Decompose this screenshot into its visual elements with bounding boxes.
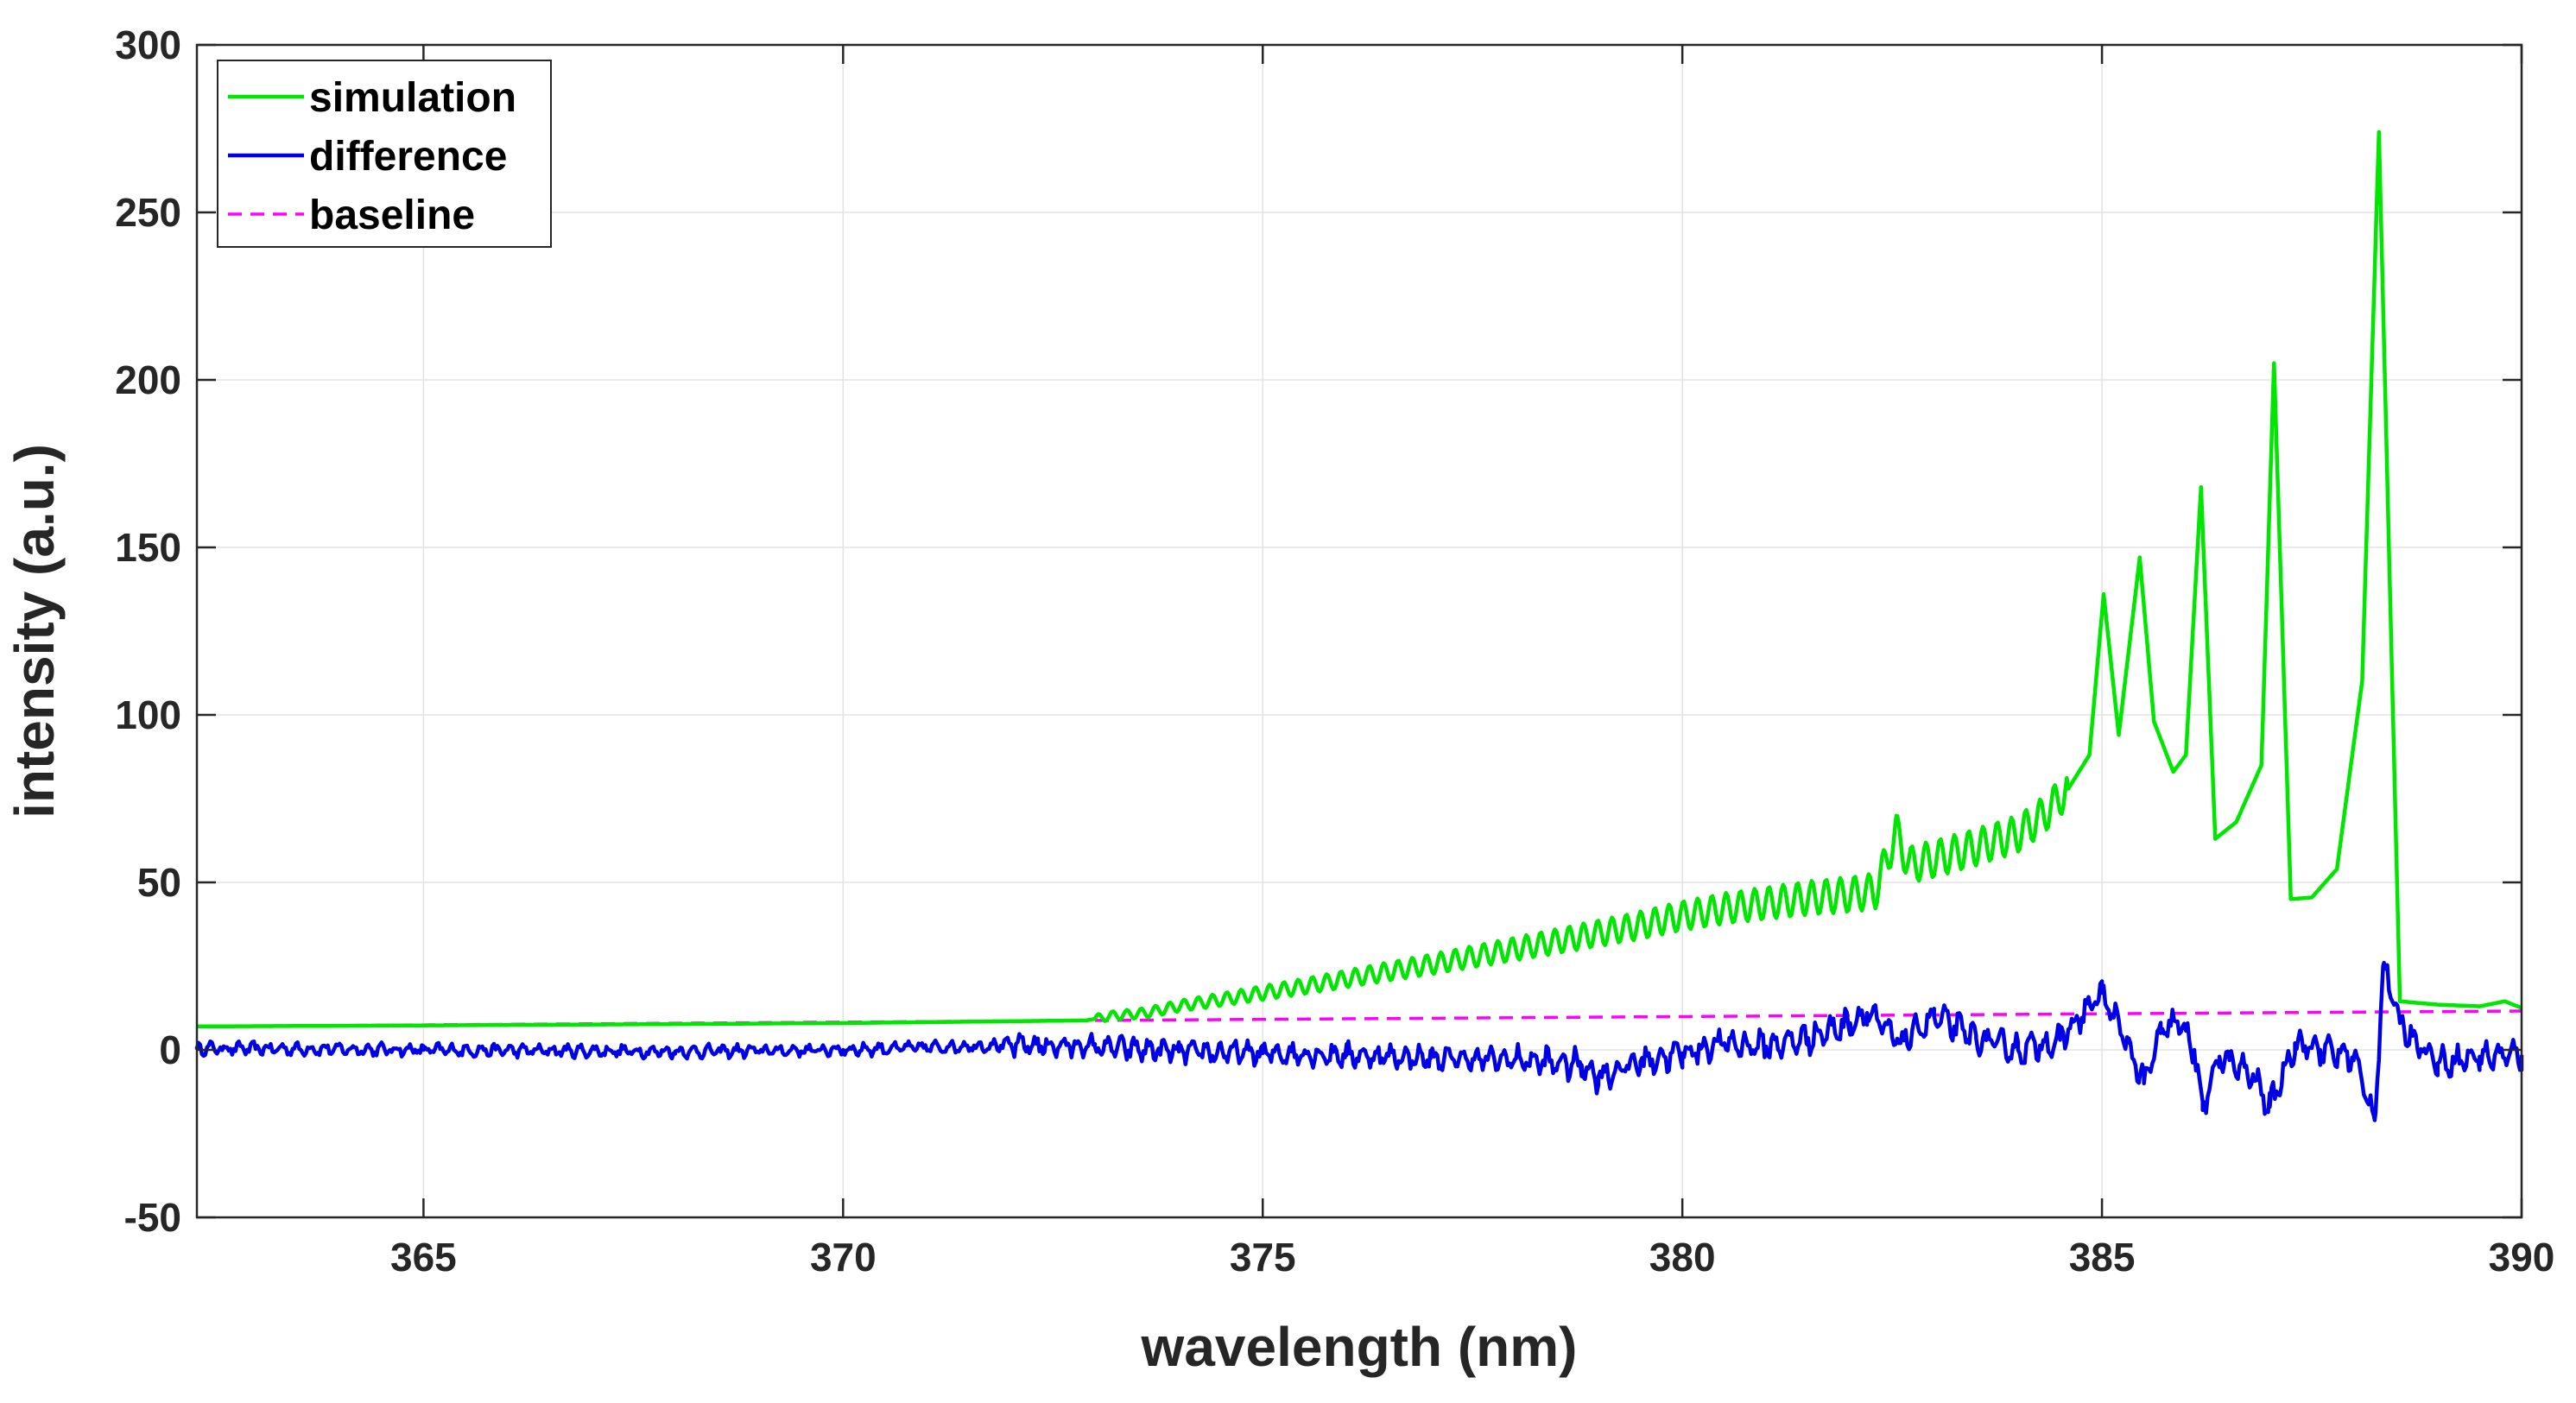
y-tick-label: 0 (159, 1027, 181, 1072)
legend-label-difference: difference (309, 134, 507, 180)
y-tick-label: 150 (115, 525, 181, 570)
x-tick-labels: 365 370 375 380 385 390 (390, 1235, 2554, 1280)
legend-label-baseline: baseline (309, 193, 475, 238)
series-line-difference (194, 960, 2524, 1122)
x-tick-label: 390 (2489, 1235, 2555, 1280)
legend: simulation difference baseline (217, 60, 552, 248)
y-tick-label: 50 (137, 860, 181, 905)
x-tick-label: 385 (2069, 1235, 2136, 1280)
x-tick-label: 370 (810, 1235, 877, 1280)
x-tick-label: 380 (1649, 1235, 1716, 1280)
plot-series (194, 130, 2524, 1122)
series-line-simulation (196, 130, 2522, 1029)
y-tick-label: 300 (115, 22, 181, 67)
legend-label-simulation: simulation (309, 75, 516, 121)
y-tick-label: 200 (115, 357, 181, 402)
y-tick-label: 250 (115, 190, 181, 235)
x-tick-label: 365 (390, 1235, 457, 1280)
x-tick-label: 375 (1230, 1235, 1296, 1280)
y-tick-labels: -50 0 50 100 150 200 250 300 (115, 22, 181, 1240)
axes-box (195, 43, 2523, 1219)
y-tick-label: 100 (115, 692, 181, 737)
x-axis-label: wavelength (nm) (1141, 1316, 1578, 1378)
y-tick-label: -50 (124, 1195, 181, 1240)
y-axis-label: intensity (a.u.) (3, 444, 66, 818)
